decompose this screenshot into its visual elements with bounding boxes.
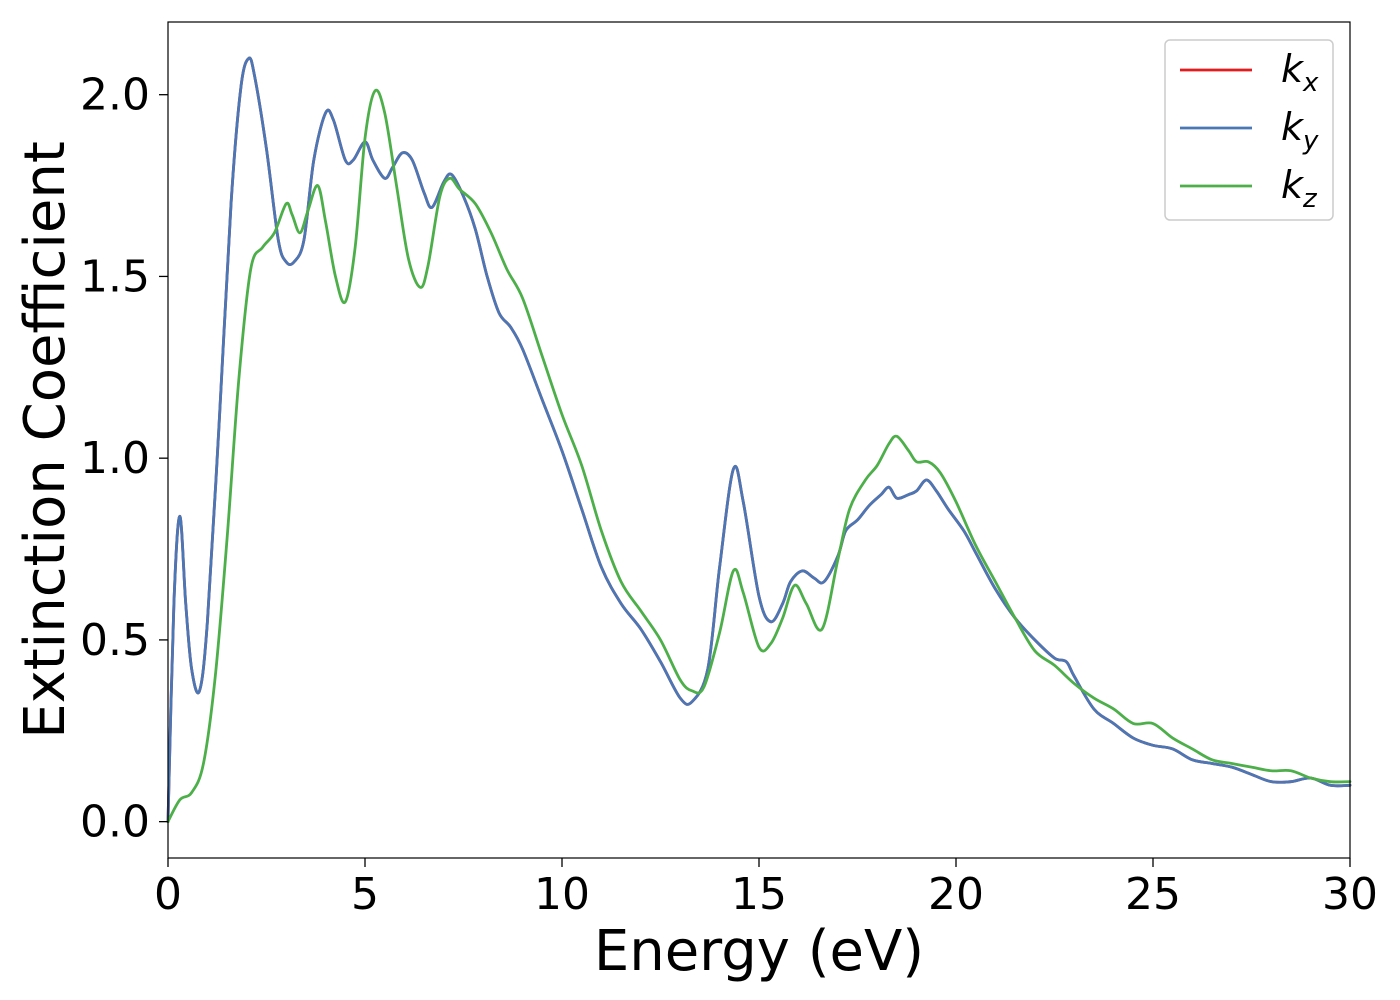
legend-label-y: ky: [1281, 105, 1319, 156]
x-tick-label: 0: [154, 869, 182, 920]
y-tick-label: 0.0: [80, 797, 150, 848]
x-tick-label: 15: [731, 869, 787, 920]
x-tick-label: 25: [1125, 869, 1181, 920]
y-tick-label: 1.5: [80, 251, 150, 302]
x-tick-label: 10: [534, 869, 590, 920]
x-tick-label: 20: [928, 869, 984, 920]
plot-lines: [166, 56, 1352, 824]
legend-label-x: kx: [1281, 47, 1319, 98]
series-line-z: [166, 88, 1352, 824]
legend-label-z: kz: [1281, 163, 1318, 214]
legend-box: [1164, 39, 1334, 221]
legend: kx ky kz: [1164, 39, 1334, 221]
y-tick-label: 2.0: [80, 70, 150, 121]
y-tick-label: 0.5: [80, 615, 150, 666]
series-line-y: [166, 56, 1352, 824]
y-tick-label: 1.0: [80, 433, 150, 484]
x-axis-title: Energy (eV): [594, 919, 924, 984]
x-tick-label: 30: [1322, 869, 1378, 920]
y-axis-title: Extinction Coefficient: [13, 141, 78, 739]
y-axis-ticks: 0.0 0.5 1.0 1.5 2.0: [80, 70, 168, 848]
x-tick-label: 5: [351, 869, 379, 920]
x-axis-ticks: 0 5 10 15 20 25 30: [154, 858, 1378, 920]
